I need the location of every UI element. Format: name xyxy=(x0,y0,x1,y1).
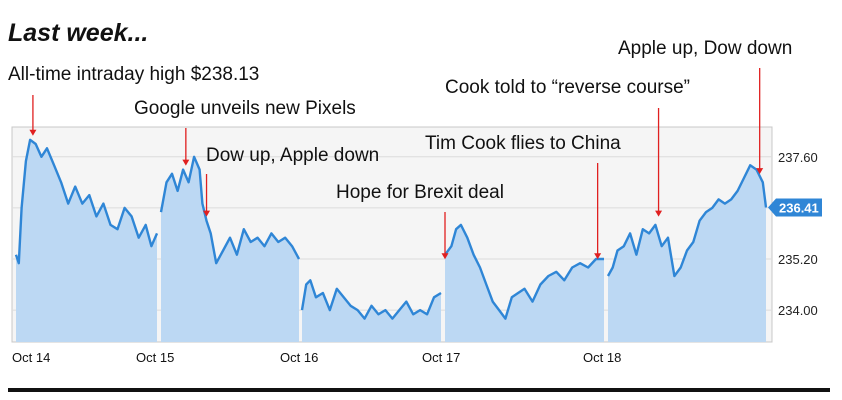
x-tick-label: Oct 18 xyxy=(583,350,621,365)
annotation-arrowhead xyxy=(203,210,211,217)
annotation-arrowhead xyxy=(29,129,37,136)
annotation-arrowhead xyxy=(182,159,190,166)
annotation-label: Cook told to “reverse course” xyxy=(445,77,690,98)
chart-title: Last week... xyxy=(8,19,149,47)
x-tick-label: Oct 17 xyxy=(422,350,460,365)
current-price-badge xyxy=(768,198,822,217)
annotation-label: Tim Cook flies to China xyxy=(425,133,621,154)
line-oct-14 xyxy=(14,138,159,265)
annotation-arrowhead xyxy=(441,253,449,260)
y-tick-label: 237.60 xyxy=(778,150,818,165)
line-oct-16 xyxy=(300,279,442,320)
x-tick-label: Oct 14 xyxy=(12,350,50,365)
y-tick-label: 234.00 xyxy=(778,303,818,318)
annotation-label: Dow up, Apple down xyxy=(206,145,379,166)
area-oct-17 xyxy=(445,224,604,342)
annotation-label: Hope for Brexit deal xyxy=(336,182,504,203)
current-price-label: 236.41 xyxy=(779,200,819,215)
area-oct-15 xyxy=(161,156,299,342)
annotation-label: All-time intraday high $238.13 xyxy=(8,64,259,85)
line-oct-15 xyxy=(159,155,301,265)
area-oct-14 xyxy=(16,139,157,342)
annotation-label: Apple up, Dow down xyxy=(618,38,792,59)
annotation-label: Google unveils new Pixels xyxy=(134,98,356,119)
annotation-arrowhead xyxy=(594,253,602,260)
x-tick-label: Oct 16 xyxy=(280,350,318,365)
x-tick-label: Oct 15 xyxy=(136,350,174,365)
line-oct-17 xyxy=(444,223,604,320)
annotation-arrowhead xyxy=(655,210,663,217)
y-tick-label: 235.20 xyxy=(778,252,818,267)
area-oct-16 xyxy=(302,280,441,342)
line-oct-18 xyxy=(606,164,768,278)
bottom-divider xyxy=(8,388,830,392)
annotation-arrowhead xyxy=(756,168,764,175)
